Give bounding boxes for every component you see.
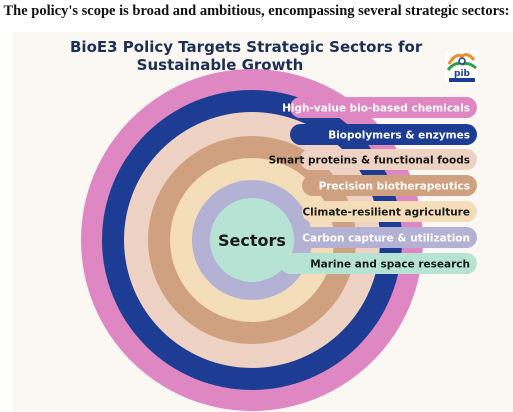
sector-bar-5	[302, 201, 477, 222]
pib-logo-icon: pib	[445, 50, 479, 84]
sector-label-4: Precision biotherapeutics	[319, 181, 470, 193]
page-heading: The policy's scope is broad and ambitiou…	[3, 3, 510, 19]
sector-label-1: High-value bio-based chemicals	[282, 103, 470, 115]
title-line-1: BioE3 Policy Targets Strategic Sectors f…	[70, 38, 423, 56]
sector-bar-6	[302, 227, 477, 248]
sector-label-3: Smart proteins & functional foods	[269, 155, 470, 167]
sector-bar-3	[300, 149, 477, 170]
sector-bar-1	[290, 97, 477, 118]
sector-label-6: Carbon capture & utilization	[302, 233, 470, 245]
center-label: Sectors	[218, 231, 286, 250]
ring-7	[210, 198, 294, 282]
sector-label-5: Climate-resilient agriculture	[302, 207, 470, 219]
sector-bar-7	[280, 253, 477, 274]
logo-text: pib	[454, 69, 471, 79]
sector-bar-4	[302, 175, 477, 196]
sector-label-2: Biopolymers & enzymes	[328, 130, 470, 142]
sector-label-7: Marine and space research	[310, 259, 470, 271]
sector-bar-2	[290, 124, 477, 145]
